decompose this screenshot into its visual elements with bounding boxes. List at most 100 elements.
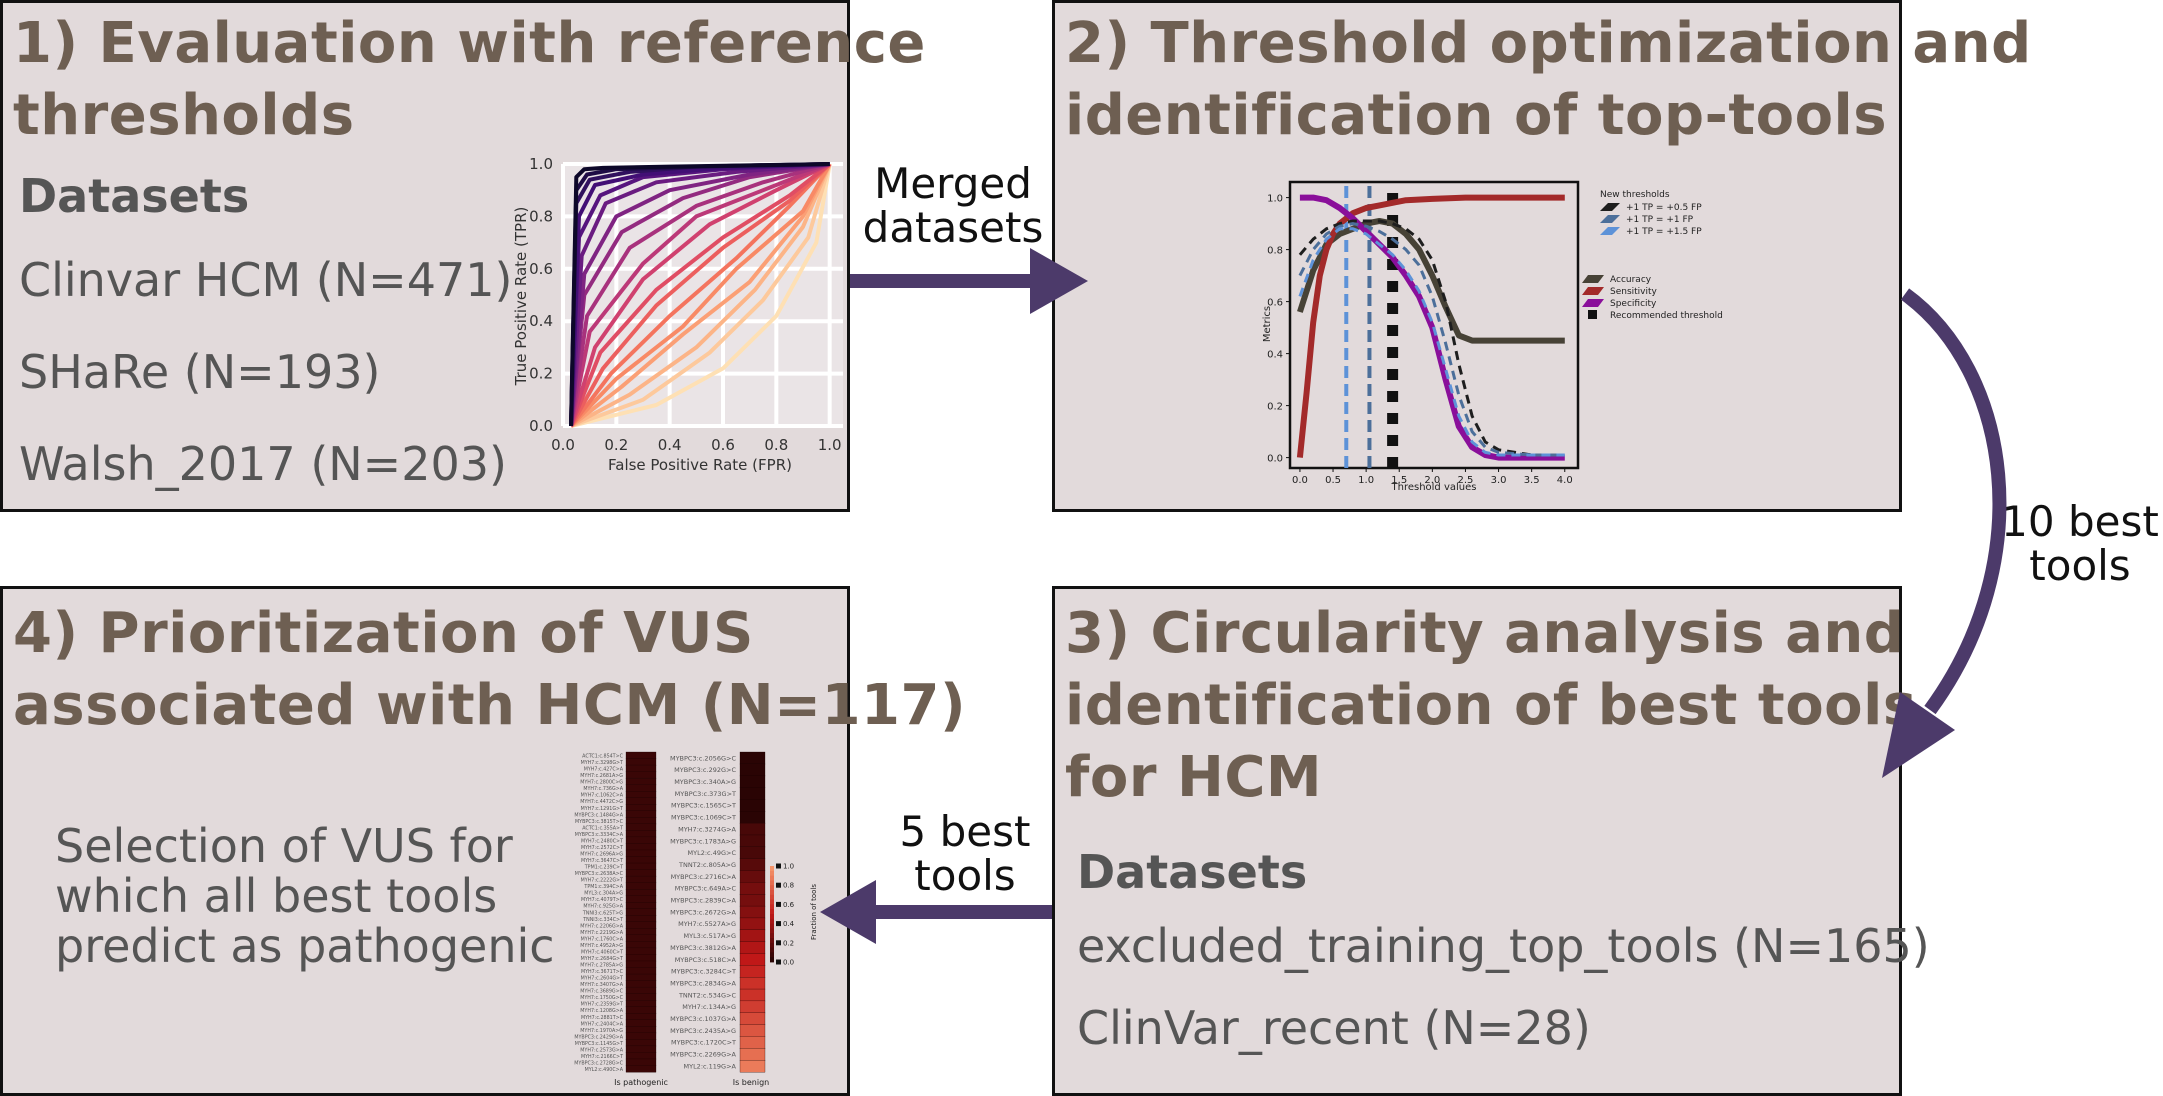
roc-xtick-label: 0.0 (551, 436, 575, 454)
vus-row-label: MYBPC3:c.2728G>C (574, 1060, 623, 1066)
panel-prioritization-title-line2: associated with HCM (N=117) (13, 673, 967, 738)
vus-row-label: MYH7:c.2219G>A (580, 930, 623, 936)
vus-cell-pathogenic (625, 954, 657, 962)
threshold-curve (1299, 194, 1565, 461)
vus-row-label: MYBPC3:c.2834G>A (670, 979, 736, 987)
vus-cell-pathogenic (625, 882, 657, 890)
roc-ytick-label: 0.2 (529, 365, 553, 383)
vus-cell-benign (739, 941, 766, 954)
vus-cell-pathogenic (625, 980, 657, 988)
vus-row-label: TNNI3:c.334C>T (582, 917, 623, 923)
vus-cell-pathogenic (625, 764, 657, 773)
vus-cell-benign (739, 1036, 766, 1049)
vus-row-label: MYH7:c.2684G>T (581, 956, 623, 962)
threshold-ytick-label: 0.2 (1267, 402, 1283, 413)
vus-row-label: MYBPC3:c.2435A>G (670, 1027, 736, 1035)
vus-cell-pathogenic (625, 915, 657, 923)
vus-row-label: MYH7:c.2681A>G (580, 773, 623, 779)
vus-cell-pathogenic (625, 960, 657, 968)
legend-metric-swatch (1582, 275, 1604, 283)
vus-row-label: MYH7:c.4079T>C (581, 897, 624, 903)
vus-row-label: MYBPC3:c.3334C>A (575, 832, 624, 838)
vus-row-label: MYBPC3:c.2672G>A (670, 908, 736, 916)
panel-circularity-title-line1: 3) Circularity analysis and (1065, 601, 1905, 666)
vus-row-label: MYL3:c.517A>G (683, 932, 736, 940)
vus-cell-benign (739, 811, 766, 824)
colorbar-segment (770, 938, 774, 944)
vus-row-label: MYBPC3:c.1565C>T (671, 802, 736, 810)
panel-prioritization: 4) Prioritization of VUS associated with… (0, 586, 966, 1096)
vus-row-label: MYH7:c.2222G>T (581, 878, 623, 884)
vus-row-label: ACTC1:c.854T>C (582, 754, 623, 760)
legend-threshold-label: +1 TP = +0.5 FP (1626, 203, 1702, 213)
vus-cell-pathogenic (625, 751, 657, 759)
panel-evaluation-title-line1: 1) Evaluation with reference (13, 11, 926, 76)
datasets-heading: Datasets (19, 169, 250, 223)
colorbar-segment (770, 880, 774, 886)
vus-cell-pathogenic (625, 836, 657, 844)
threshold-xtick-label: 4.0 (1557, 475, 1573, 486)
colorbar-segment (770, 885, 774, 891)
threshold-xtick-label: 0.0 (1292, 475, 1308, 486)
five-best-tools-label-line1: 5 best (899, 807, 1031, 856)
vus-row-label: MYBPC3:c.3812G>A (670, 944, 736, 952)
colorbar-segment (770, 866, 774, 872)
vus-cell-benign (739, 1024, 766, 1037)
vus-row-label: MYH7:c.134A>G (682, 1003, 736, 1011)
legend-metric-label: Specificity (1610, 299, 1657, 309)
colorbar-segment (770, 933, 774, 939)
legend-metric-label: Accuracy (1610, 275, 1652, 285)
threshold-lines (1296, 194, 1565, 461)
vus-cell-benign (739, 953, 766, 966)
vus-cell-benign (739, 1048, 766, 1061)
colorbar-tick (776, 863, 781, 869)
ten-best-tools-label: 10 best tools (2000, 500, 2160, 588)
panel-threshold-title-line1: 2) Threshold optimization and (1065, 11, 2032, 76)
vus-cell-benign (739, 834, 766, 848)
vus-row-label: MYBPC3:c.1720C>T (671, 1039, 736, 1047)
dataset-item: SHaRe (N=193) (19, 345, 381, 399)
arrow-merged-datasets (850, 248, 1088, 314)
vus-cell-benign (739, 882, 766, 895)
threshold-xtick-label: 3.0 (1491, 475, 1507, 486)
roc-ytick-label: 1.0 (529, 155, 553, 173)
vus-cell-benign (739, 929, 766, 943)
vus-row-label: MYBPC3:c.2056G>C (670, 754, 736, 762)
roc-xtick-label: 0.6 (711, 436, 735, 454)
vus-cell-pathogenic (625, 862, 657, 871)
vus-row-label: MYBPC3:c.1783A>G (670, 837, 736, 845)
vus-cell-benign (739, 1012, 766, 1026)
roc-ylabel: True Positive Rate (TPR) (512, 207, 530, 387)
vus-cell-benign (739, 763, 766, 777)
vus-row-label: MYH7:c.5527A>G (678, 920, 736, 928)
vus-row-label: MYL2:c.49G>C (688, 849, 737, 857)
vus-cell-benign (739, 858, 766, 871)
vus-row-label: MYH7:c.1750G>C (580, 995, 623, 1001)
colorbar-segment (770, 914, 774, 920)
threshold-ylabel: Metrics (1262, 306, 1273, 342)
vus-row-label: MYH7:c.2480C>T (581, 838, 623, 844)
vus-row-label: TPM1:c.394C>A (583, 884, 623, 890)
vus-cell-pathogenic (625, 908, 657, 916)
colorbar-segment (770, 928, 774, 934)
roc-ytick-label: 0.0 (529, 417, 553, 435)
merged-datasets-label-line1: Merged (874, 159, 1032, 208)
legend-metric-label: Sensitivity (1610, 287, 1658, 297)
vus-selection-line3: predict as pathogenic (55, 919, 555, 973)
vus-cell-benign (739, 1059, 766, 1073)
vus-row-label: MYH7:c.2404C>A (581, 1021, 624, 1027)
vus-row-label: MYH7:c.2206G>A (580, 923, 623, 929)
roc-xtick-label: 0.2 (604, 436, 628, 454)
roc-curve (569, 162, 830, 427)
vus-row-label: TNNT2:c.534G>C (678, 991, 737, 999)
colorbar-label: Fraction of tools (810, 884, 818, 940)
colorbar-tick-label: 1.0 (783, 863, 794, 871)
legend-threshold-label: +1 TP = +1.5 FP (1626, 227, 1702, 237)
vus-row-label: MYH7:c.2604G>T (581, 976, 623, 982)
colorbar-segment (770, 918, 774, 924)
vus-cell-pathogenic (625, 1013, 657, 1021)
vus-cell-pathogenic (625, 1032, 657, 1040)
vus-cell-pathogenic (625, 934, 657, 942)
legend-threshold-swatch (1600, 203, 1620, 211)
